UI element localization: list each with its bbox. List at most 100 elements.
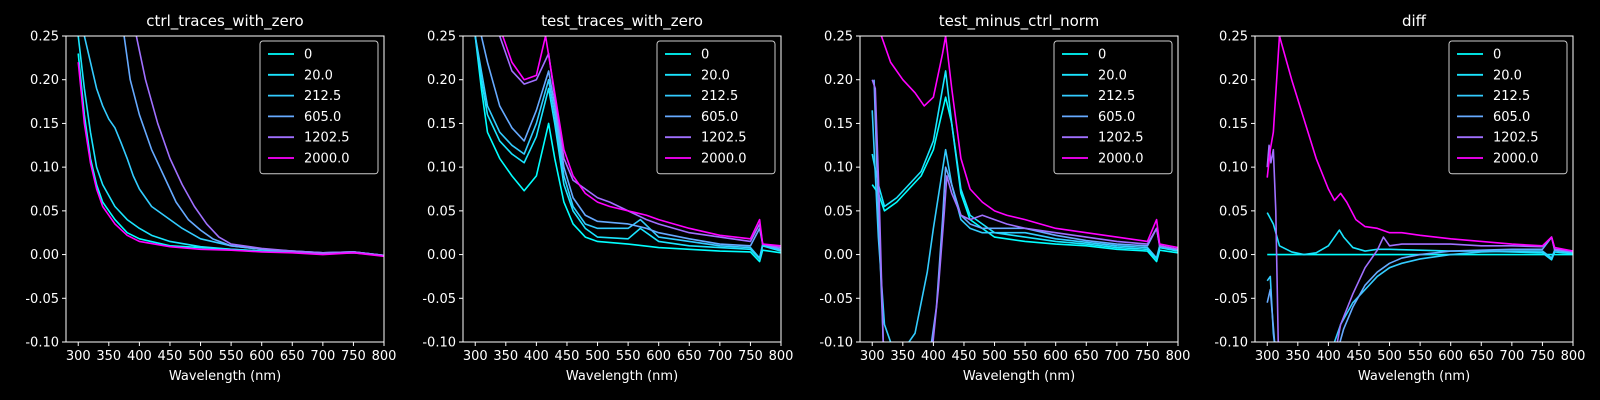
x-tick-label: 350 [96, 349, 121, 364]
y-tick-label: 0.10 [30, 161, 59, 176]
series-line-212-5 [474, 36, 781, 259]
chart-panel-ctrl-traces-with-zero: 300 350 400 450 500 550 600 650 700 750 800 -0.10 -0… [25, 12, 396, 384]
y-tick-label: 0.15 [824, 117, 853, 132]
x-tick-label: 700 [310, 349, 335, 364]
series-line-20-0 [1266, 212, 1573, 261]
legend-entry-label: 1202.5 [304, 131, 350, 146]
chart-panel-test-minus-ctrl-norm: 300 350 400 450 500 550 600 650 700 750 800 -0.10 -0… [819, 12, 1190, 384]
legend-entry-label: 1202.5 [701, 131, 747, 146]
y-tick-label: 0.05 [1219, 204, 1248, 219]
axes-frame [462, 35, 782, 343]
x-tick-label: 500 [585, 349, 610, 364]
series-line-2000-0 [880, 36, 1178, 249]
legend: 0 20.0 212.5 605.0 1202.5 2000.0 [656, 40, 776, 175]
x-tick-label: 450 [158, 349, 183, 364]
legend-entry-label: 212.5 [304, 89, 341, 104]
y-tick-label: 0.10 [824, 161, 853, 176]
x-tick-label: 600 [249, 349, 274, 364]
x-tick-label: 400 [921, 349, 946, 364]
x-tick-label: 750 [738, 349, 763, 364]
series-line-20-0 [77, 36, 384, 257]
legend-entry-label: 20.0 [701, 68, 730, 83]
legend: 0 20.0 212.5 605.0 1202.5 2000.0 [1053, 40, 1173, 175]
series-line-605-0 [480, 36, 781, 251]
x-tick-label: 450 [555, 349, 580, 364]
series-group [77, 36, 384, 258]
axes-frame [65, 35, 385, 343]
x-tick-label: 800 [1166, 349, 1191, 364]
x-tick-label: 600 [1043, 349, 1068, 364]
legend-entry-label: 0 [304, 48, 312, 63]
x-tick-label: 350 [1285, 349, 1310, 364]
legend-entry-label: 2000.0 [1493, 152, 1539, 167]
legend-entry-label: 1202.5 [1493, 131, 1539, 146]
chart-panel-diff: 300 350 400 450 500 550 600 650 700 750 800 -0.10 -0… [1214, 12, 1585, 384]
x-tick-label: 800 [1561, 349, 1586, 364]
series-line-605-0 [1266, 236, 1573, 342]
axes-frame [859, 35, 1179, 343]
y-tick-label: -0.05 [25, 292, 59, 307]
y-tick-label: 0.00 [1219, 248, 1248, 263]
legend-entry-label: 0 [701, 48, 709, 63]
x-tick-label: 400 [524, 349, 549, 364]
y-tick-label: -0.10 [1214, 336, 1248, 351]
x-tick-label: 350 [493, 349, 518, 364]
x-tick-label: 800 [372, 349, 397, 364]
series-line-212-5 [1266, 249, 1573, 342]
x-tick-label: 650 [677, 349, 702, 364]
x-tick-label: 700 [1104, 349, 1129, 364]
legend-entry-label: 212.5 [1098, 89, 1135, 104]
series-line-2000-0 [1266, 36, 1573, 252]
legend-entry-label: 212.5 [1493, 89, 1530, 104]
x-tick-label: 500 [1377, 349, 1402, 364]
x-tick-label: 800 [769, 349, 794, 364]
x-tick-label: 500 [188, 349, 213, 364]
series-line-2000-0 [501, 36, 781, 247]
x-tick-label: 750 [1135, 349, 1160, 364]
legend-entry-label: 605.0 [304, 110, 341, 125]
y-tick-label: 0.25 [1219, 30, 1248, 45]
chart-title: test_minus_ctrl_norm [939, 12, 1100, 31]
y-tick-label: 0.00 [427, 248, 456, 263]
chart-title: diff [1402, 12, 1427, 30]
y-tick-label: 0.20 [30, 73, 59, 88]
x-tick-label: 500 [982, 349, 1007, 364]
series-line-20-0 [474, 36, 781, 260]
x-axis-label: Wavelength (nm) [963, 369, 1075, 384]
y-tick-label: -0.10 [25, 336, 59, 351]
x-tick-label: 600 [646, 349, 671, 364]
legend: 0 20.0 212.5 605.0 1202.5 2000.0 [1448, 40, 1568, 175]
series-line-605-0 [873, 79, 1178, 342]
y-tick-label: -0.10 [422, 336, 456, 351]
y-tick-label: 0.00 [824, 248, 853, 263]
series-line-2000-0 [77, 62, 384, 258]
legend-entry-label: 212.5 [701, 89, 738, 104]
series-line-1202-5 [135, 36, 384, 257]
x-tick-label: 550 [219, 349, 244, 364]
x-tick-label: 300 [1255, 349, 1280, 364]
series-line-20-0 [871, 70, 1178, 260]
y-tick-label: 0.25 [30, 30, 59, 45]
x-tick-label: 350 [890, 349, 915, 364]
legend-entry-label: 0 [1493, 48, 1501, 63]
series-line-0 [474, 36, 781, 263]
y-tick-label: 0.15 [427, 117, 456, 132]
legend-entry-label: 20.0 [1098, 68, 1127, 83]
chart-panel-test-traces-with-zero: 300 350 400 450 500 550 600 650 700 750 800 -0.10 -0… [422, 12, 793, 384]
legend-entry-label: 20.0 [304, 68, 333, 83]
x-tick-label: 450 [952, 349, 977, 364]
chart-title: test_traces_with_zero [541, 12, 703, 31]
x-tick-label: 600 [1438, 349, 1463, 364]
x-tick-label: 300 [463, 349, 488, 364]
y-tick-label: 0.05 [30, 204, 59, 219]
legend-entry-label: 0 [1098, 48, 1106, 63]
legend-entry-label: 605.0 [1493, 110, 1530, 125]
series-group [474, 36, 781, 263]
y-tick-label: -0.05 [1214, 292, 1248, 307]
x-axis-label: Wavelength (nm) [169, 369, 281, 384]
y-tick-label: 0.25 [427, 30, 456, 45]
series-line-1202-5 [1266, 144, 1573, 342]
x-tick-label: 300 [860, 349, 885, 364]
x-tick-label: 700 [1499, 349, 1524, 364]
series-group [871, 36, 1178, 342]
